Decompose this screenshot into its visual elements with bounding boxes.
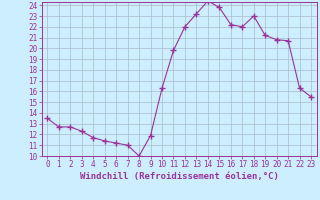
X-axis label: Windchill (Refroidissement éolien,°C): Windchill (Refroidissement éolien,°C): [80, 172, 279, 181]
